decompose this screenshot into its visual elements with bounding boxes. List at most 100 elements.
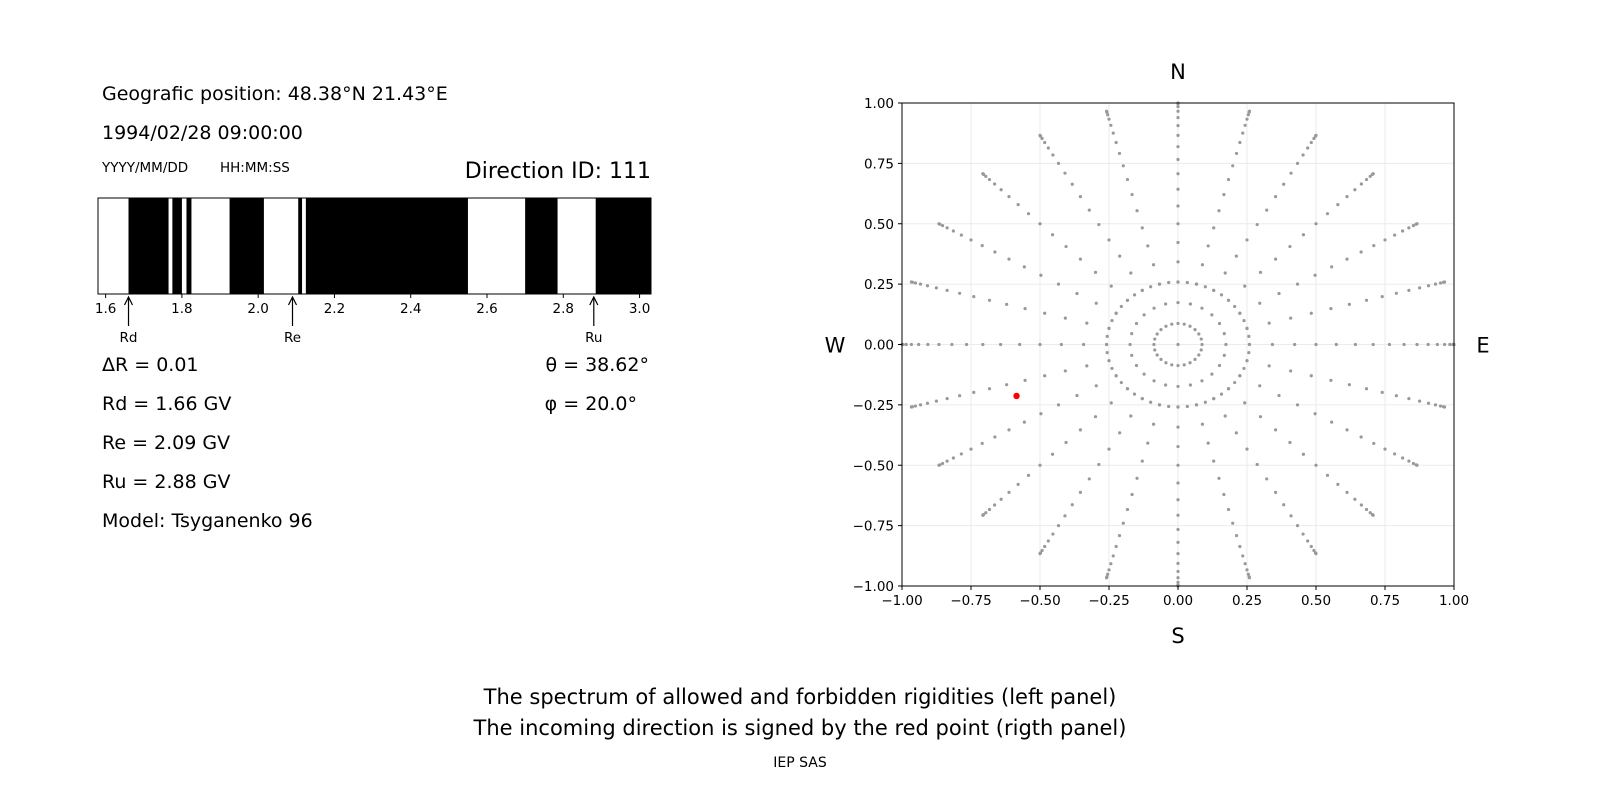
grid-point (1176, 481, 1180, 485)
grid-point (1243, 401, 1247, 405)
y-tick-label: 0.75 (864, 156, 894, 172)
grid-point (1353, 342, 1358, 347)
grid-point (1270, 342, 1274, 347)
grid-point (1364, 387, 1369, 391)
grid-point (1407, 288, 1411, 292)
grid-point (1314, 463, 1318, 467)
grid-point (1093, 270, 1098, 274)
grid-point (1364, 177, 1369, 182)
model-name: Model: Tsyganenko 96 (102, 510, 313, 532)
grid-point (1194, 282, 1199, 286)
grid-point (1114, 374, 1118, 378)
grid-point (1245, 447, 1249, 451)
grid-point (1199, 337, 1203, 341)
grid-point (1372, 243, 1376, 248)
grid-point (1111, 554, 1115, 558)
grid-point (1132, 392, 1137, 396)
x-tick-label: 0.25 (1232, 593, 1262, 609)
grid-point (1255, 222, 1259, 227)
grid-point (1039, 273, 1043, 277)
grid-point (1056, 161, 1061, 165)
grid-point (1038, 133, 1042, 137)
y-tick-label: −0.50 (853, 458, 894, 474)
date-format-label: YYYY/MM/DD (102, 160, 189, 176)
grid-point (1426, 284, 1431, 288)
grid-point (1059, 342, 1063, 347)
grid-point (1022, 420, 1026, 424)
grid-point (1245, 568, 1249, 572)
grid-point (1134, 321, 1139, 326)
y-tick-label: −1.00 (853, 579, 894, 595)
grid-point (1334, 342, 1338, 347)
grid-point (945, 459, 949, 463)
grid-point (1155, 332, 1159, 336)
grid-point (1022, 265, 1026, 269)
theta-value: θ = 38.62° (545, 354, 649, 376)
grid-point (1097, 462, 1101, 467)
grid-point (1078, 428, 1083, 432)
grid-point (1226, 387, 1231, 391)
grid-point (1411, 461, 1415, 466)
grid-point (1157, 403, 1162, 407)
compass-north-label: N (1170, 60, 1186, 84)
grid-point (1130, 192, 1134, 197)
grid-point (945, 226, 949, 230)
grid-point (1325, 473, 1330, 477)
grid-point (1242, 318, 1246, 323)
grid-point (1146, 244, 1150, 248)
grid-point (993, 250, 997, 254)
grid-point (1043, 311, 1047, 315)
grid-point (1255, 462, 1259, 467)
grid-point (1007, 257, 1011, 261)
grid-point (1247, 334, 1251, 338)
grid-point (1293, 342, 1297, 347)
grid-point (1282, 503, 1286, 507)
grid-point (1140, 459, 1144, 463)
grid-point (925, 401, 930, 405)
grid-point (1245, 117, 1249, 121)
grid-point (945, 288, 949, 292)
grid-point (1258, 384, 1262, 388)
grid-point (1026, 473, 1031, 477)
grid-point (1301, 233, 1306, 237)
grid-point (1433, 282, 1438, 286)
grid-point (1151, 422, 1156, 426)
forbidden-band (172, 198, 182, 294)
grid-point (1314, 133, 1318, 137)
grid-point (1312, 548, 1316, 553)
grid-point (1176, 172, 1180, 176)
grid-point (1238, 544, 1242, 549)
grid-point (934, 286, 938, 290)
grid-point (959, 233, 963, 237)
grid-point (1267, 321, 1271, 325)
grid-point (1093, 415, 1098, 419)
grid-point (1176, 425, 1180, 429)
marker-arrowhead (123, 295, 134, 306)
grid-point (1325, 212, 1330, 216)
grid-point (1176, 124, 1180, 128)
grid-point (941, 461, 945, 466)
grid-point (1107, 447, 1111, 451)
grid-point (1007, 195, 1011, 199)
grid-point (1109, 284, 1113, 288)
grid-point (1153, 348, 1157, 352)
x-tick-label: 2.6 (476, 301, 497, 317)
grid-point (1109, 562, 1113, 566)
grid-point (1176, 133, 1180, 137)
grid-point (1199, 348, 1203, 352)
y-tick-label: −0.25 (853, 398, 894, 414)
grid-point (1056, 524, 1061, 528)
credit-label: IEP SAS (773, 755, 827, 771)
grid-point (1128, 342, 1132, 347)
grid-point (1277, 291, 1281, 296)
direction-id: Direction ID: 111 (464, 159, 651, 184)
grid-point (1347, 302, 1351, 306)
grid-point (913, 404, 918, 408)
grid-point (1359, 503, 1363, 507)
grid-point (1176, 363, 1180, 368)
grid-point (1295, 282, 1300, 286)
grid-point (1125, 298, 1130, 302)
grid-point (1155, 353, 1159, 357)
x-tick-label: −1.00 (881, 593, 922, 609)
grid-point (1418, 399, 1422, 403)
